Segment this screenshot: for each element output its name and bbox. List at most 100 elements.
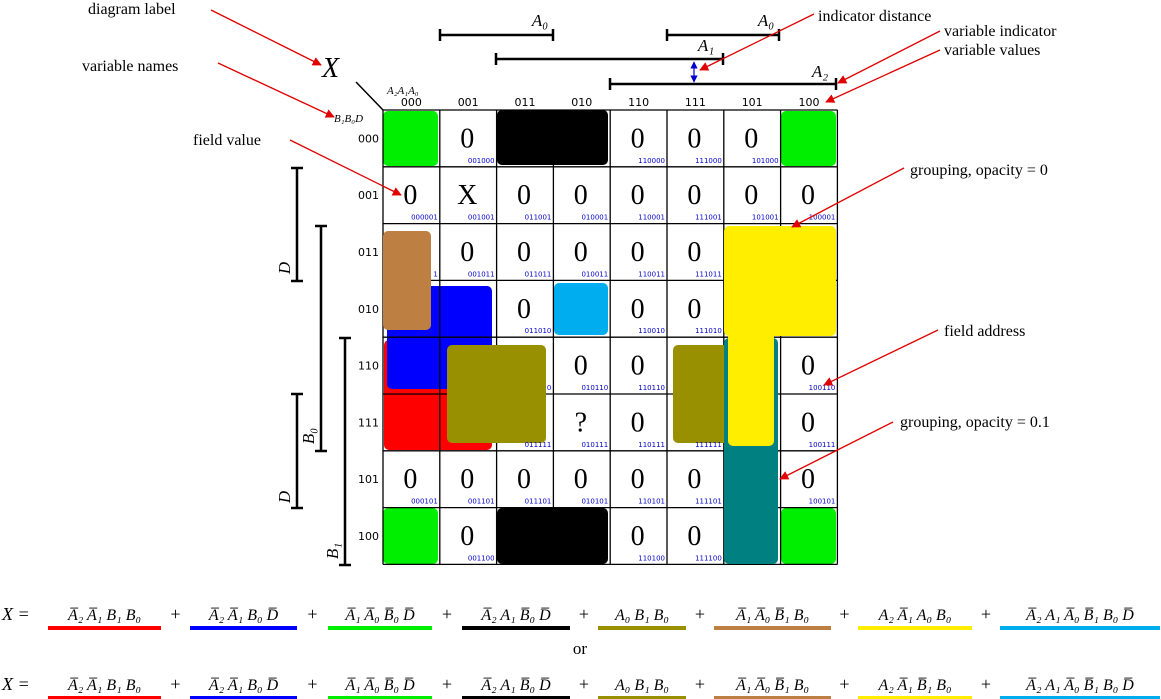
annotation-variable-names: variable names <box>82 58 178 75</box>
field-value: 0 <box>631 521 645 552</box>
formula-term-underline <box>598 696 686 699</box>
field-value: 0 <box>631 123 645 154</box>
field-address: 010111 <box>581 441 608 449</box>
kmap-cells: 00010000110000011100001010000000001X0010… <box>403 123 835 562</box>
field-value: 0 <box>744 123 758 154</box>
field-address: 110100 <box>638 554 665 562</box>
formula-plus: + <box>170 604 180 624</box>
field-value: 0 <box>687 237 701 268</box>
field-value: 0 <box>631 237 645 268</box>
field-address: 100111 <box>809 441 836 449</box>
field-value: 0 <box>631 351 645 382</box>
field-value: 0 <box>460 123 474 154</box>
field-address: 010101 <box>581 498 608 506</box>
field-address: 110011 <box>638 270 665 278</box>
arrow-field-address <box>823 329 939 386</box>
field-address: 010001 <box>581 214 608 222</box>
variable-indicators: A₀ A₀ A₁ A₂ D B₀ D B₁ <box>275 11 838 567</box>
field-address: 111111 <box>695 441 722 449</box>
field-value: 0 <box>687 464 701 495</box>
field-value: 0 <box>517 180 531 211</box>
formula-term-underline <box>858 696 972 699</box>
formula-plus: + <box>981 604 991 624</box>
row-header: 100 <box>358 530 379 543</box>
field-address: 101001 <box>752 214 779 222</box>
formula-term-underline <box>190 696 297 699</box>
arrow-variable-indicator <box>837 30 941 84</box>
formula-plus: + <box>695 674 705 694</box>
arrow-indicator-distance <box>699 13 815 71</box>
field-address: 1 <box>433 270 437 278</box>
formula-term: A̅₂ A₁ B̅₀ D̅ <box>480 607 551 624</box>
formula-term: A̅₂ A₁ A̅₀ B̅₁ B₀ D̅ <box>1025 607 1134 624</box>
field-address: 110111 <box>638 441 665 449</box>
arrow-variable-names <box>217 62 335 118</box>
field-address: 111011 <box>695 270 722 278</box>
field-value: 0 <box>574 464 588 495</box>
black-group-bottom <box>497 508 608 564</box>
formula-term-underline <box>462 626 570 630</box>
field-value: 0 <box>517 294 531 325</box>
formula-term: A₂ A̅₁ A₀ B₀ <box>878 607 952 624</box>
field-address: 011011 <box>525 270 552 278</box>
formula-plus: + <box>442 674 452 694</box>
row-header: 101 <box>358 473 379 486</box>
field-value: 0 <box>460 464 474 495</box>
row-header: 011 <box>358 246 379 259</box>
annotation-indicator-distance: indicator distance <box>818 8 931 25</box>
formula-plus: + <box>839 604 849 624</box>
left-variable-names: B₁B₀D <box>334 113 363 125</box>
formula-term: A̅₂ A₁ A̅₀ B̅₁ B₀ D̅ <box>1025 677 1134 694</box>
field-value: 0 <box>687 294 701 325</box>
formulas: X = A̅₂ A̅₁ B₁ B₀ + A̅₂ A̅₁ B₀ D̅ + A̅₁ A̅₀ B… <box>1 604 1160 699</box>
formula-term-underline <box>858 626 972 630</box>
field-value: 0 <box>631 464 645 495</box>
column-header: 110 <box>628 96 649 109</box>
field-address: 110001 <box>638 214 665 222</box>
kmap-headers: 000 001 011 010 110 111 101 1000000010110101101… <box>358 96 820 543</box>
formula-term-underline <box>328 696 432 699</box>
olive-group-right <box>673 345 731 443</box>
field-address: 111000 <box>695 157 722 165</box>
formula-plus: + <box>579 674 589 694</box>
field-address: 110101 <box>638 498 665 506</box>
column-header: 100 <box>799 96 820 109</box>
annotations: diagram label variable names field value… <box>82 1 1057 480</box>
formula-term: A̅₂ A̅₁ B₁ B₀ <box>67 607 141 624</box>
field-address: 000101 <box>411 498 438 506</box>
arrow-grouping-opacity-0 <box>791 167 905 228</box>
field-address: 110010 <box>638 327 665 335</box>
field-value: ? <box>575 407 587 438</box>
formula-separator: or <box>573 639 588 658</box>
row-header: 000 <box>358 132 379 145</box>
left-indicator-label: D <box>275 490 294 504</box>
formula-term: A₀ B₁ B₀ <box>614 677 669 694</box>
top-variable-names: A₂A₁A₀ <box>386 85 419 97</box>
annotation-diagram-label: diagram label <box>88 1 176 18</box>
column-header: 011 <box>515 96 536 109</box>
formula-term-underline <box>1000 696 1160 699</box>
top-indicator-label: A₀ <box>531 11 548 30</box>
brown-group <box>383 231 431 330</box>
field-value: 0 <box>687 521 701 552</box>
field-address: 001011 <box>468 270 495 278</box>
field-value: 0 <box>631 180 645 211</box>
formula-plus: + <box>839 674 849 694</box>
field-address: 101000 <box>752 157 779 165</box>
field-address: 111101 <box>695 498 722 506</box>
field-address: 001101 <box>468 498 495 506</box>
formula-term: A̅₁ A̅₀ B̅₀ D̅ <box>344 607 415 624</box>
formula-plus: + <box>307 604 317 624</box>
field-address: 100001 <box>809 214 836 222</box>
field-value: 0 <box>403 180 417 211</box>
green-group-bl <box>383 508 438 564</box>
column-header: 010 <box>571 96 592 109</box>
formula-term-underline <box>598 626 686 630</box>
field-address: 0 <box>547 384 551 392</box>
green-group-tl <box>383 111 438 166</box>
field-address: 111100 <box>695 554 722 562</box>
formula-term-underline <box>462 696 570 699</box>
formula-term-underline <box>1000 626 1160 630</box>
formula-term: A̅₂ A₁ B̅₀ D̅ <box>480 677 551 694</box>
